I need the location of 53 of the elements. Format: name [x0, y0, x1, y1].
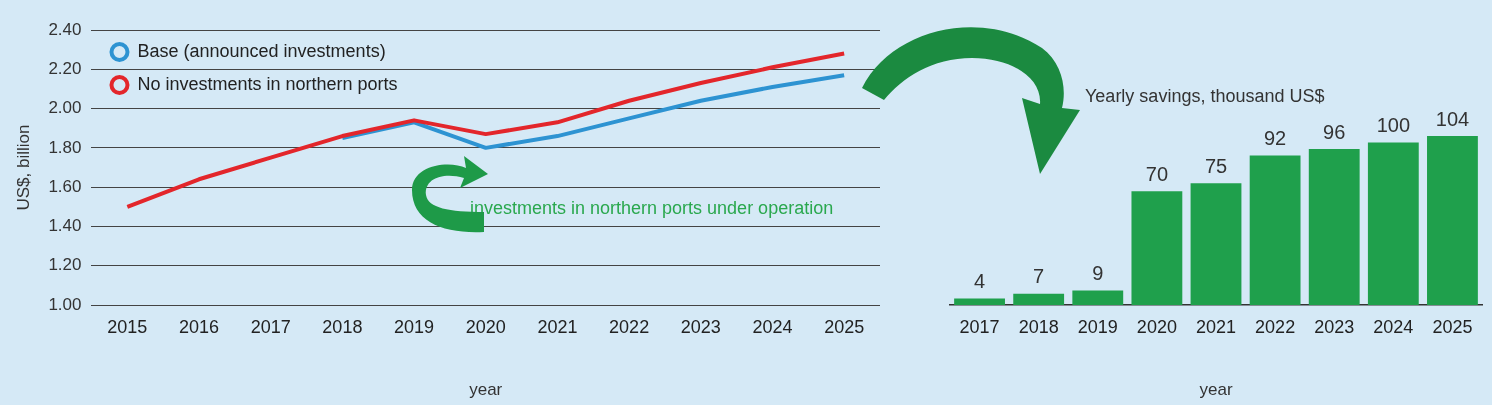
- data-label: 9: [1092, 261, 1104, 284]
- bar: [1367, 142, 1419, 305]
- data-label: 96: [1323, 120, 1346, 143]
- data-label: 75: [1204, 154, 1228, 177]
- x-axis-title: year: [1199, 380, 1233, 400]
- y-tick-label: 2.40: [48, 19, 82, 39]
- x-tick-label: 2017: [250, 316, 291, 337]
- bar: [1249, 155, 1301, 305]
- x-tick-label: 2022: [609, 316, 650, 337]
- x-tick-label: 2021: [1195, 316, 1237, 337]
- x-tick-label: 2025: [1432, 316, 1473, 337]
- x-tick-label: 2023: [1314, 316, 1355, 337]
- y-tick-label: 1.40: [48, 216, 82, 236]
- x-tick-label: 2018: [322, 316, 363, 337]
- data-label: 7: [1033, 265, 1045, 288]
- bar: [1190, 183, 1242, 305]
- y-tick-label: 2.20: [48, 58, 82, 78]
- legend-label: No investments in northern ports: [137, 73, 398, 94]
- annotation: investments in northern ports under operation: [469, 197, 834, 218]
- x-tick-label: 2018: [1018, 316, 1059, 337]
- x-tick-label: 2025: [824, 316, 865, 337]
- bar: [1072, 290, 1124, 305]
- x-axis-title: year: [469, 380, 503, 400]
- y-tick-label: 2.00: [48, 98, 82, 118]
- bar: [1013, 293, 1065, 305]
- data-label: 4: [973, 270, 986, 293]
- bar: [1427, 136, 1478, 305]
- x-tick-label: 2019: [394, 316, 435, 337]
- data-label: 70: [1145, 162, 1169, 185]
- bar: [1131, 191, 1183, 305]
- x-tick-label: 2015: [107, 316, 148, 337]
- x-tick-label: 2019: [1077, 316, 1118, 337]
- x-tick-label: 2021: [537, 316, 578, 337]
- chart-title: Yearly savings, thousand US$: [1085, 85, 1325, 106]
- y-tick-label: 1.60: [48, 176, 82, 196]
- x-tick-label: 2024: [752, 316, 793, 337]
- data-label: 104: [1435, 107, 1470, 130]
- x-tick-label: 2017: [959, 316, 1000, 337]
- x-tick-label: 2023: [680, 316, 721, 337]
- data-label: 92: [1263, 127, 1287, 150]
- x-tick-label: 2022: [1255, 316, 1296, 337]
- x-tick-label: 2016: [178, 316, 220, 337]
- x-tick-label: 2020: [465, 316, 506, 337]
- x-tick-label: 2020: [1136, 316, 1177, 337]
- y-tick-label: 1.80: [48, 137, 82, 157]
- y-tick-label: 1.20: [48, 255, 82, 275]
- bar: [1308, 149, 1360, 305]
- bar: [954, 298, 1005, 305]
- data-label: 100: [1376, 114, 1411, 137]
- y-tick-label: 1.00: [48, 294, 82, 314]
- x-tick-label: 2024: [1373, 316, 1414, 337]
- y-axis-title: US$, billion: [13, 124, 33, 211]
- legend-label: Base (announced investments): [137, 40, 386, 61]
